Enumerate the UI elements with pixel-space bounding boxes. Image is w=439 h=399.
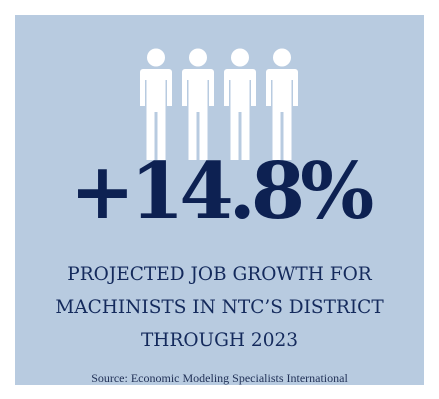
person-icon-1 [140, 48, 172, 160]
caption-line-2: MACHINISTS IN NTC’S DISTRICT [55, 297, 384, 318]
people-icon-group [140, 48, 300, 160]
person-icon-3 [224, 48, 256, 160]
caption-line-3: THROUGH 2023 [140, 330, 299, 351]
stat-caption: PROJECTED JOB GROWTH FOR MACHINISTS IN N… [15, 258, 424, 357]
person-icon-2 [182, 48, 214, 160]
job-growth-stat: +14.8% [69, 146, 374, 237]
people-icon [140, 48, 298, 160]
caption-line-1: PROJECTED JOB GROWTH FOR [67, 264, 372, 285]
infographic-card: +14.8% PROJECTED JOB GROWTH FOR MACHINIS… [15, 15, 424, 385]
source-citation: Source: Economic Modeling Specialists In… [91, 371, 348, 385]
person-icon-4 [266, 48, 298, 160]
